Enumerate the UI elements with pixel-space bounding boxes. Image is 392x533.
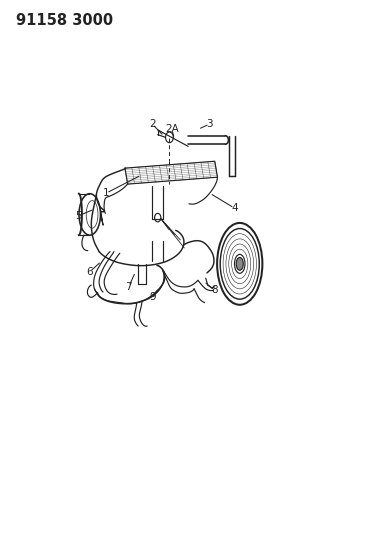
Ellipse shape	[236, 257, 243, 270]
Text: 8: 8	[211, 286, 218, 295]
Text: 2A: 2A	[165, 124, 179, 134]
Text: 9: 9	[149, 292, 156, 302]
Text: 2: 2	[149, 119, 156, 129]
Text: 6: 6	[87, 267, 93, 277]
Text: 7: 7	[125, 282, 132, 292]
Text: 5: 5	[75, 211, 82, 221]
Text: 4: 4	[231, 203, 238, 213]
Text: 3: 3	[206, 119, 213, 129]
Text: 91158 3000: 91158 3000	[16, 13, 113, 28]
Text: 1: 1	[103, 188, 109, 198]
